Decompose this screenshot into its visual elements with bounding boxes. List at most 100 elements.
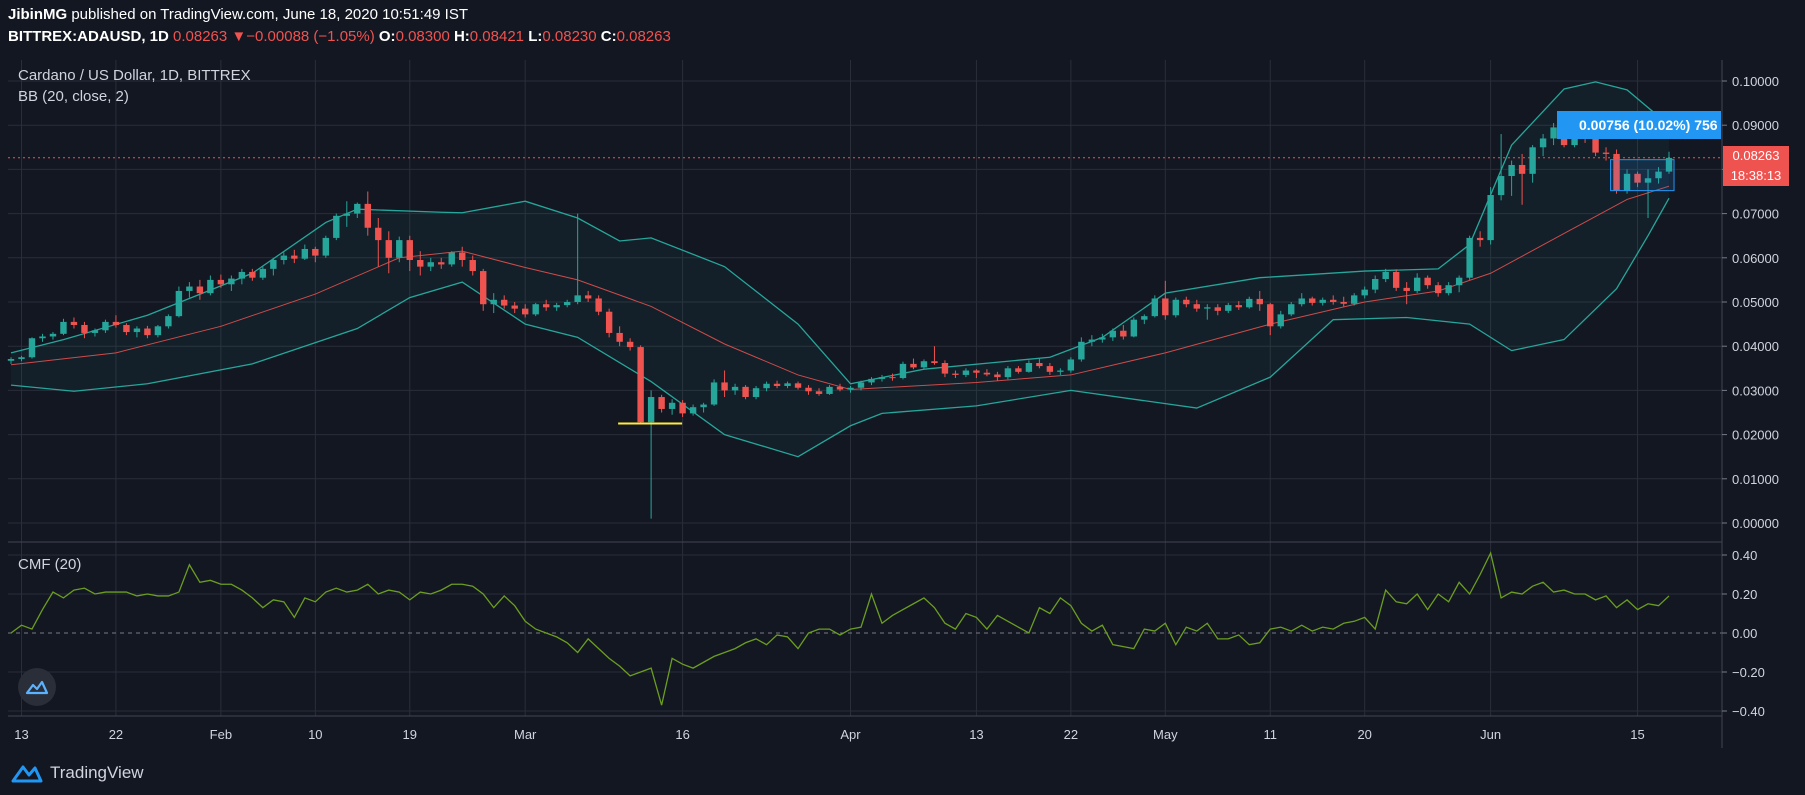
candle-body — [18, 357, 25, 360]
cmf-legend: CMF (20) — [18, 556, 82, 573]
candle — [102, 319, 109, 333]
candle — [196, 279, 204, 300]
footer-brand[interactable]: TradingView — [10, 760, 144, 786]
candle — [18, 355, 25, 362]
candle — [228, 275, 235, 291]
candle — [427, 257, 434, 272]
candle — [1455, 275, 1463, 293]
candle-body — [28, 338, 36, 358]
candle-body — [1004, 368, 1012, 378]
candle-body — [731, 386, 739, 391]
candle-body — [773, 383, 781, 386]
time-tick-label: 16 — [675, 727, 689, 742]
price-tick-label: 0.09000 — [1732, 118, 1779, 133]
candle — [742, 385, 749, 400]
candle — [364, 191, 371, 236]
candle — [1246, 296, 1253, 309]
last-price: 0.08263 — [173, 28, 228, 45]
candle — [1466, 235, 1473, 280]
symbol-label: BITTREX:ADAUSD, 1D — [8, 28, 169, 45]
candle — [1371, 275, 1379, 294]
candle-body — [207, 279, 214, 294]
candle-body — [721, 382, 728, 391]
candle-body — [1256, 298, 1263, 305]
candle — [1602, 147, 1610, 161]
candle-body — [962, 370, 970, 375]
time-tick-label: Mar — [514, 727, 537, 742]
candle — [480, 268, 487, 311]
candle-body — [1455, 277, 1463, 286]
candle — [1277, 310, 1284, 329]
candle — [1613, 149, 1620, 194]
candle — [375, 218, 382, 267]
candle-body — [165, 316, 172, 327]
candle-body — [469, 260, 476, 272]
candle-body — [81, 324, 88, 333]
candle — [1487, 187, 1494, 245]
candle-body — [144, 328, 151, 336]
published-text: published on TradingView.com, June 18, 2… — [71, 6, 469, 23]
candle — [1361, 286, 1368, 299]
candle — [186, 282, 193, 298]
time-tick-label: Feb — [210, 727, 232, 742]
cmf-tick-label: −0.20 — [1732, 665, 1765, 680]
candle — [994, 371, 1001, 381]
candle — [605, 308, 613, 338]
overlays — [8, 157, 1722, 425]
candle-body — [280, 255, 288, 261]
candle — [1340, 296, 1347, 307]
candle — [542, 299, 550, 311]
candle — [249, 268, 256, 281]
candle-body — [270, 260, 277, 269]
price-tick-label: 0.02000 — [1732, 428, 1779, 443]
candle — [1529, 145, 1536, 183]
axes: 0.100000.090000.080000.070000.060000.050… — [8, 60, 1779, 748]
candle-body — [1015, 368, 1022, 372]
ohlc-header: BITTREX:ADAUSD, 1D 0.08263 ▼−0.00088 (−1… — [8, 28, 671, 45]
candle-body — [490, 299, 497, 305]
cmf-tick-label: 0.40 — [1732, 548, 1757, 563]
candle-body — [1403, 287, 1410, 291]
candle-body — [605, 311, 613, 333]
candle-body — [847, 387, 854, 390]
candle-body — [1602, 152, 1610, 154]
candle — [28, 337, 36, 359]
candle — [165, 314, 172, 329]
candle — [616, 326, 623, 347]
candle — [301, 244, 309, 261]
candle-body — [553, 305, 560, 308]
candle-body — [1434, 285, 1442, 294]
tradingview-badge-icon[interactable] — [18, 668, 56, 706]
candle-body — [647, 397, 655, 423]
candle — [123, 323, 130, 336]
candle — [1319, 297, 1326, 306]
candle — [354, 202, 361, 219]
candle — [773, 380, 781, 389]
candle-body — [616, 332, 623, 342]
candle-body — [1309, 298, 1316, 303]
candle — [112, 315, 120, 328]
candle-body — [427, 262, 434, 267]
candle — [962, 368, 970, 378]
candle-body — [1025, 362, 1033, 372]
open-label: O: — [378, 28, 396, 45]
candle — [1445, 282, 1452, 296]
candle-body — [668, 402, 676, 409]
candle-body — [1644, 178, 1652, 183]
candle-body — [836, 386, 844, 390]
candle — [385, 231, 392, 274]
candle — [532, 302, 539, 317]
candle-body — [133, 328, 141, 333]
candle — [1382, 268, 1389, 283]
candle-body — [1141, 316, 1148, 320]
time-tick-label: 15 — [1630, 727, 1644, 742]
candle — [626, 338, 634, 351]
candle — [1067, 357, 1075, 373]
candle-body — [742, 386, 749, 398]
candle — [1172, 297, 1180, 318]
candle — [847, 385, 854, 393]
candle-body — [291, 255, 298, 259]
candle — [291, 249, 298, 264]
measure-label[interactable]: 0.00756 (10.02%) 756 — [1557, 111, 1721, 139]
